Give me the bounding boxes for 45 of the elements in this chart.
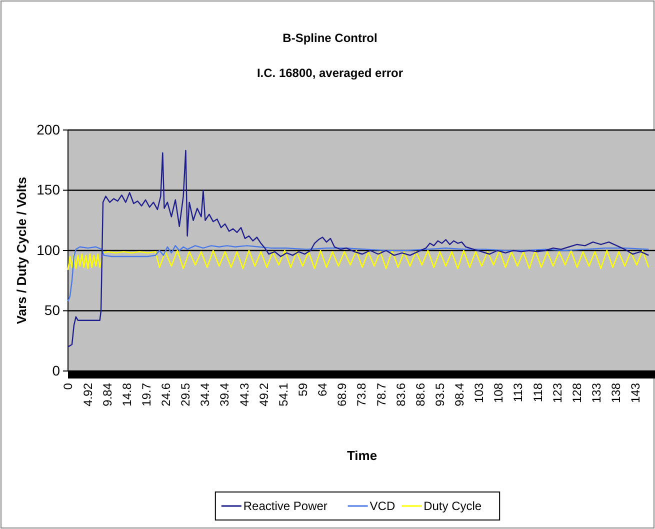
x-tick-label: 19.7 <box>139 382 154 406</box>
x-tick-label: 9.84 <box>100 382 114 406</box>
x-tick-label: 24.6 <box>159 382 174 406</box>
x-tick-label: 0 <box>61 382 76 390</box>
line-series <box>67 250 650 270</box>
y-tick-label: 200 <box>36 121 60 138</box>
x-tick-label: 123 <box>550 382 564 404</box>
x-tick-label: 68.9 <box>335 382 350 406</box>
y-tick-label: 100 <box>36 242 60 258</box>
x-tick-label: 78.7 <box>374 382 388 406</box>
x-tick-label: 93.5 <box>432 382 447 406</box>
x-tick-label: 133 <box>590 382 604 404</box>
x-tick-label: 39.4 <box>218 382 232 406</box>
x-tick-label: 113 <box>511 382 526 402</box>
y-tick-label: 50 <box>44 302 60 318</box>
x-tick-label: 73.8 <box>354 382 369 406</box>
x-tick-label: 138 <box>609 382 624 404</box>
x-tick-label: 54.1 <box>276 382 290 406</box>
x-tick-label: 49.2 <box>256 382 271 406</box>
chart-subtitle: I.C. 16800, averaged error <box>256 66 404 80</box>
line-series <box>67 245 650 302</box>
x-tick-label: 83.6 <box>394 382 408 406</box>
line-series <box>67 150 650 348</box>
legend-label: Reactive Power <box>243 499 328 513</box>
x-tick-label: 4.92 <box>80 382 95 406</box>
y-tick-label: 0 <box>52 362 60 378</box>
legend-label: Duty Cycle <box>424 499 482 513</box>
legend-label: VCD <box>370 499 396 513</box>
y-tick-label: 150 <box>36 182 60 198</box>
x-tick-label: 44.3 <box>237 382 252 406</box>
x-tick-label: 143 <box>628 382 643 404</box>
x-tick-label: 64 <box>316 382 330 396</box>
x-tick-label: 88.6 <box>413 382 428 406</box>
y-axis-title: Vars / Duty Cycle / Volts <box>14 176 29 324</box>
x-axis-title: Time <box>346 448 378 463</box>
x-tick-label: 59 <box>296 382 310 396</box>
chart-title: B-Spline Control <box>282 31 378 45</box>
x-tick-label: 14.8 <box>120 382 134 406</box>
x-tick-label: 128 <box>570 382 584 404</box>
x-tick-label: 103 <box>472 382 486 404</box>
x-tick-label: 34.4 <box>198 382 212 406</box>
x-tick-label: 98.4 <box>452 382 467 406</box>
x-tick-label: 29.5 <box>178 382 193 406</box>
x-tick-label: 118 <box>530 382 545 402</box>
x-tick-label: 108 <box>492 382 506 404</box>
